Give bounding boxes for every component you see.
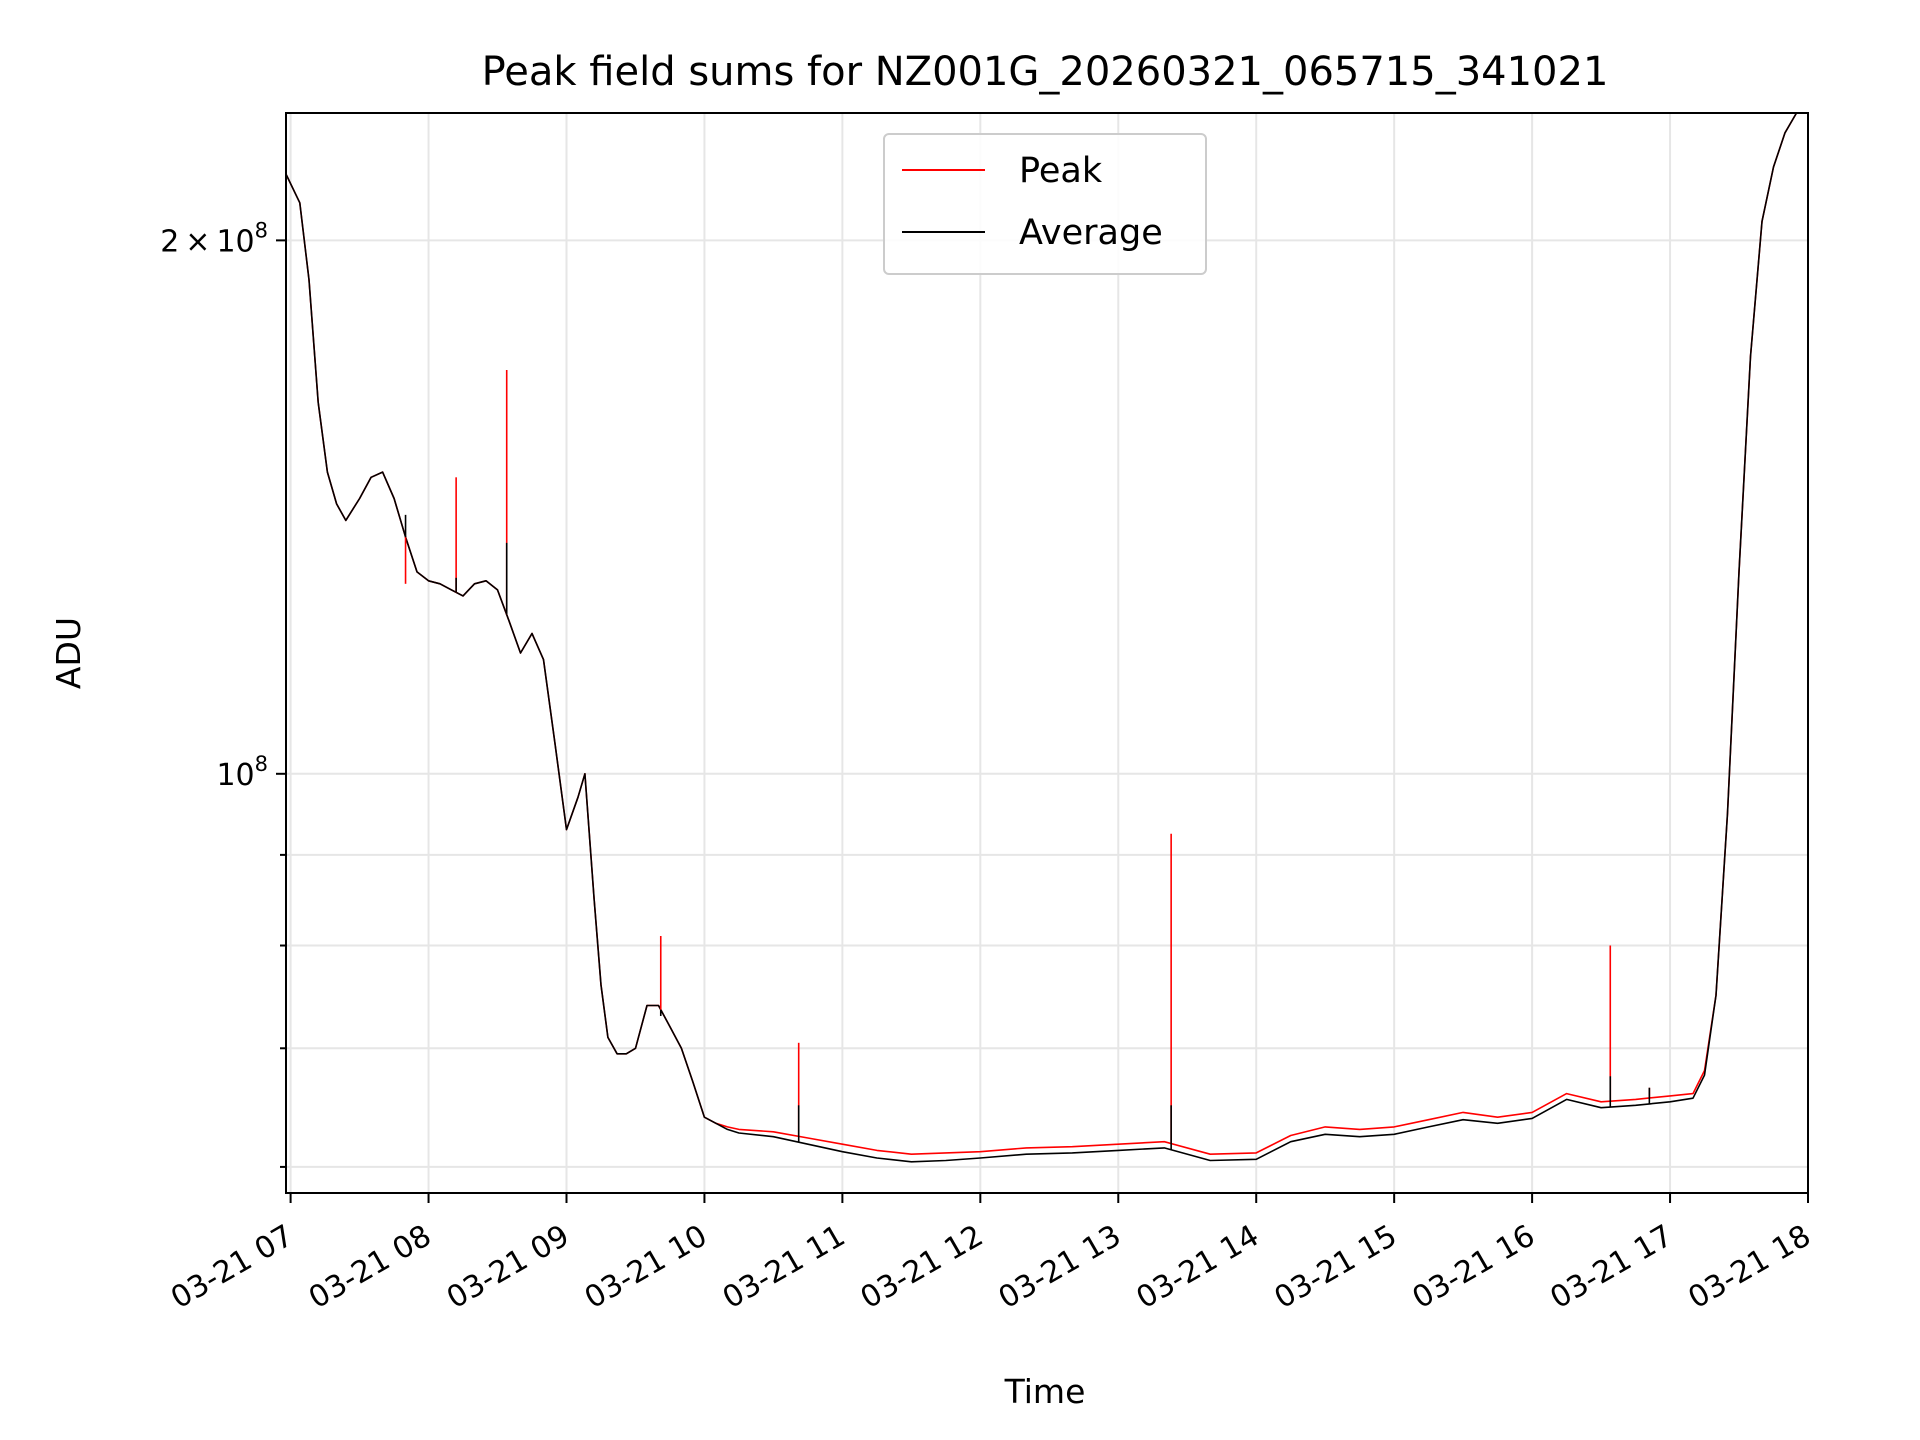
grid [286,113,1808,1193]
y-axis-title: ADU [49,617,88,689]
legend: Peak Average [883,133,1207,275]
y-tick-label: 108 [216,752,268,793]
legend-label-peak: Peak [1019,151,1103,191]
plot-frame [285,112,1809,1194]
y-axis: 108 2 × 108 [160,218,286,1168]
plot-area [286,113,1798,1163]
legend-label-average: Average [1019,213,1163,253]
x-axis-title: Time [1004,1372,1086,1411]
y-tick-label: 2 × 108 [160,218,268,259]
chart-title: Peak field sums for NZ001G_20260321_0657… [482,49,1609,95]
series-line-average [286,113,1798,1163]
